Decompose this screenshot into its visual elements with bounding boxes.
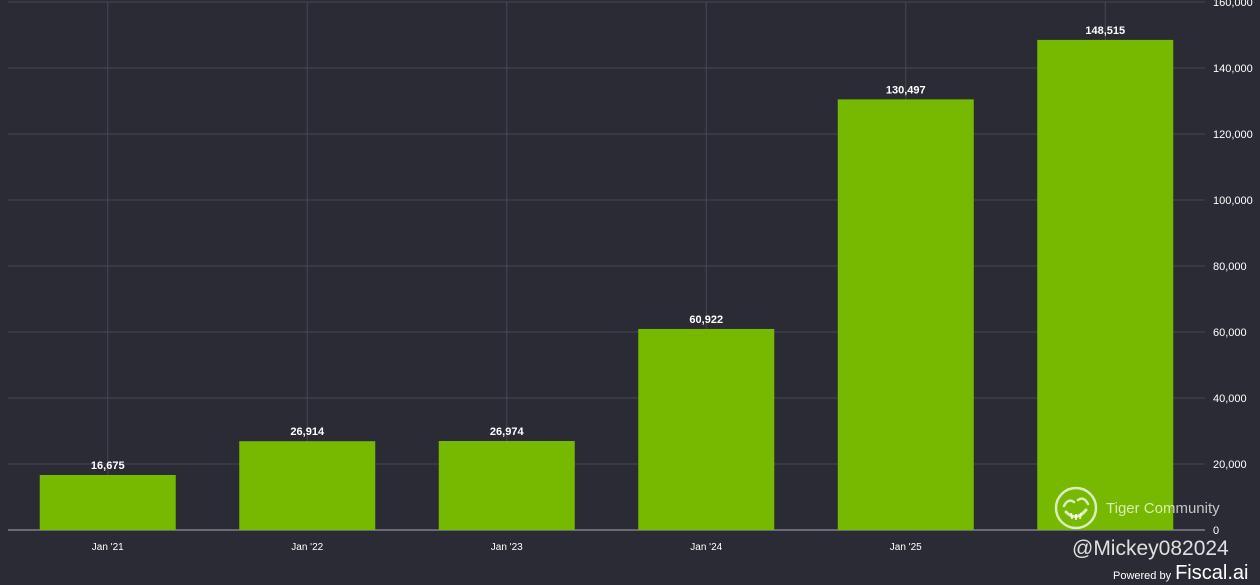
y-tick-label: 120,000 — [1213, 129, 1253, 141]
x-tick-label: Jan '24 — [690, 542, 722, 553]
x-tick-label: Jan '23 — [491, 542, 523, 553]
y-tick-label: 80,000 — [1213, 261, 1247, 273]
bar[interactable] — [837, 99, 974, 531]
powered-by-text: Powered by — [1113, 570, 1172, 582]
bar-value-label: 16,675 — [91, 460, 125, 472]
y-tick-label: 160,000 — [1213, 0, 1253, 9]
tiger-face-icon — [1054, 486, 1098, 530]
bar-value-label: 148,515 — [1085, 25, 1125, 37]
y-tick-label: 140,000 — [1213, 63, 1253, 75]
x-tick-label: Jan '22 — [291, 542, 323, 553]
watermark-handle: @Mickey082024 — [1072, 537, 1229, 560]
bar-value-label: 26,914 — [290, 426, 325, 438]
brand-logo-text: Fiscal.ai — [1175, 562, 1249, 584]
bars — [39, 39, 1174, 531]
bar[interactable] — [438, 440, 575, 530]
y-tick-label: 100,000 — [1213, 195, 1253, 207]
labels: 0 20,000 40,000 60,000 80,000 100,000 120,000 1… — [91, 0, 1253, 553]
bar-value-label: 26,974 — [490, 426, 525, 438]
x-tick-label: Jan '25 — [890, 542, 922, 553]
y-tick-label: 20,000 — [1213, 459, 1247, 471]
powered-by-footer: Powered by Fiscal.ai — [1113, 562, 1248, 585]
bar[interactable] — [638, 328, 775, 530]
y-tick-label: 60,000 — [1213, 327, 1247, 339]
tiger-community-watermark: Tiger Community — [1054, 486, 1220, 530]
y-tick-label: 40,000 — [1213, 393, 1247, 405]
bar-value-label: 130,497 — [886, 84, 926, 96]
y-tick-label: 0 — [1213, 525, 1219, 537]
bar-value-label: 60,922 — [689, 314, 723, 326]
bar[interactable] — [239, 441, 376, 530]
bar[interactable] — [39, 474, 176, 530]
x-tick-label: Jan '21 — [92, 542, 124, 553]
bar[interactable] — [1037, 39, 1174, 530]
watermark-community-text: Tiger Community — [1106, 499, 1220, 517]
grid-lines — [8, 1, 1205, 531]
